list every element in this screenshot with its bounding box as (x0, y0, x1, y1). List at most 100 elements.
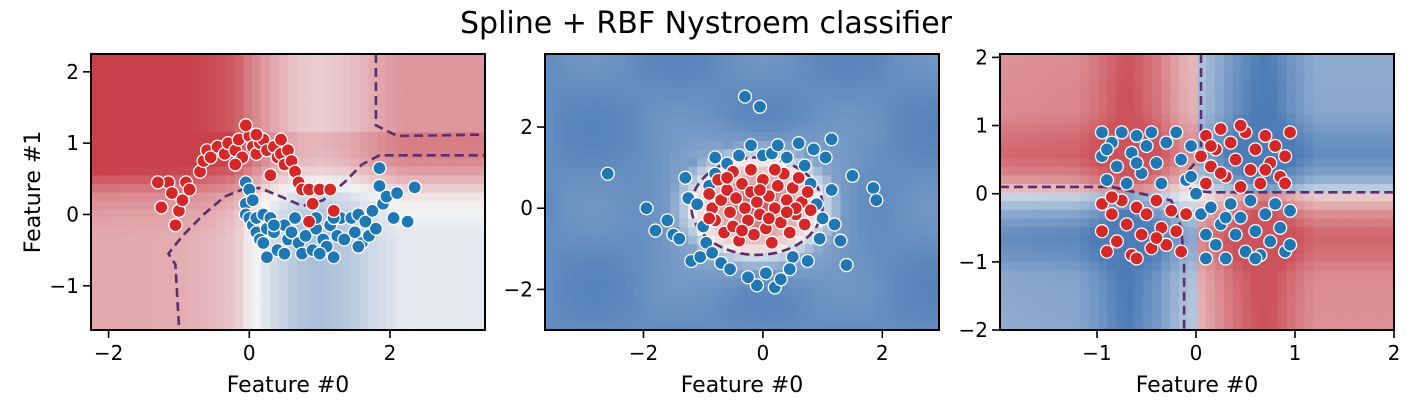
point-class-blue (779, 150, 794, 165)
point-class-red (722, 205, 738, 220)
y-tick-label: 0 (520, 196, 533, 220)
point-class-blue (1109, 159, 1124, 174)
point-class-blue (298, 228, 313, 244)
point-class-red (203, 150, 218, 165)
axes-frame (90, 53, 486, 331)
point-class-blue (284, 225, 299, 240)
point-class-red (182, 182, 197, 197)
point-class-blue (815, 211, 830, 226)
point-class-blue (1238, 244, 1253, 259)
point-class-red (1233, 179, 1248, 195)
point-class-blue (1114, 125, 1129, 140)
point-class-red (1159, 237, 1174, 252)
point-class-blue (770, 138, 785, 153)
y-tick-label: −2 (504, 277, 533, 301)
y-tick-label: 2 (520, 115, 533, 139)
point-class-blue (312, 246, 327, 261)
point-class-blue (407, 180, 422, 195)
x-tick-label: 2 (1388, 341, 1401, 365)
point-class-red (746, 227, 762, 242)
point-class-red (1174, 244, 1189, 259)
point-class-red (1099, 244, 1115, 259)
point-class-red (168, 218, 183, 233)
point-class-blue (245, 193, 260, 208)
point-class-blue (866, 180, 881, 196)
point-class-red (305, 196, 320, 211)
point-class-blue (690, 197, 705, 212)
point-class-red (1277, 149, 1293, 164)
point-class-blue (740, 270, 756, 285)
panels: −2 0 2 −1 0 1 2 Feature #0 Feature #1 −2 0 2 −2 0 2 Fea… (21, 45, 1400, 398)
point-class-red (761, 211, 777, 226)
point-class-blue (1119, 176, 1134, 191)
point-class-blue (672, 231, 687, 246)
point-class-red (1258, 128, 1273, 143)
y-tick-label: −1 (959, 250, 988, 274)
point-class-blue (1169, 125, 1184, 140)
point-class-blue (400, 214, 415, 229)
point-class-blue (1094, 125, 1110, 140)
point-class-blue (782, 261, 797, 277)
scatter-points (150, 118, 422, 265)
point-class-red (1134, 227, 1149, 242)
axes-frame (999, 53, 1395, 331)
point-class-red (150, 175, 165, 190)
scatter-points (1094, 118, 1298, 266)
point-class-blue (785, 249, 800, 265)
point-class-blue (1243, 193, 1258, 208)
point-class-blue (1099, 142, 1115, 157)
point-class-blue (259, 250, 275, 265)
point-class-blue (326, 250, 341, 265)
point-class-red (779, 205, 794, 220)
point-class-red (767, 162, 782, 177)
point-class-blue (389, 185, 405, 201)
point-class-blue (639, 201, 654, 216)
point-class-red (1203, 159, 1219, 174)
point-class-red (1104, 189, 1120, 205)
point-class-blue (358, 214, 373, 229)
point-class-red (728, 190, 744, 206)
x-tick-label: 0 (243, 341, 256, 365)
x-tick-label: 0 (757, 341, 770, 365)
point-class-blue (1193, 206, 1209, 222)
point-class-red (1193, 149, 1209, 164)
point-class-blue (845, 168, 860, 183)
point-class-red (1139, 206, 1154, 222)
point-class-blue (818, 150, 833, 165)
axes-frame (544, 53, 940, 331)
point-class-blue (1223, 196, 1238, 212)
point-class-red (770, 178, 785, 194)
point-class-blue (1099, 172, 1115, 188)
decision-boundary (166, 154, 485, 326)
point-class-blue (752, 99, 768, 114)
point-class-red (749, 194, 765, 210)
point-class-blue (1149, 155, 1164, 171)
y-tick-label: 2 (975, 45, 988, 69)
point-class-blue (368, 221, 384, 236)
point-class-red (175, 193, 190, 208)
point-class-blue (337, 232, 352, 247)
point-class-blue (773, 272, 788, 287)
point-class-blue (277, 246, 292, 261)
point-class-blue (1273, 220, 1288, 235)
point-class-blue (1159, 135, 1174, 150)
point-class-blue (1183, 169, 1199, 184)
x-tick-label: −2 (94, 341, 123, 365)
point-class-red (1109, 234, 1124, 249)
point-class-blue (266, 218, 282, 233)
point-class-blue (1144, 125, 1159, 140)
point-class-blue (648, 223, 663, 238)
point-class-red (702, 211, 717, 226)
point-class-blue (287, 210, 303, 226)
point-class-red (1149, 230, 1164, 246)
point-class-red (273, 132, 289, 147)
y-tick-label: 0 (66, 202, 79, 226)
decision-surface (91, 54, 485, 330)
point-class-blue (678, 170, 693, 185)
point-class-red (791, 170, 806, 185)
point-class-blue (722, 261, 738, 277)
point-class-blue (1282, 237, 1298, 252)
point-class-red (702, 186, 717, 202)
point-class-blue (707, 150, 723, 165)
point-class-red (782, 225, 797, 240)
